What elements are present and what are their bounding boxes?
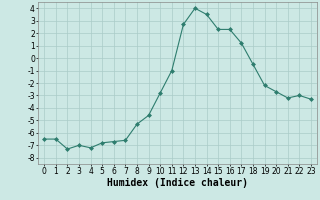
X-axis label: Humidex (Indice chaleur): Humidex (Indice chaleur) bbox=[107, 178, 248, 188]
